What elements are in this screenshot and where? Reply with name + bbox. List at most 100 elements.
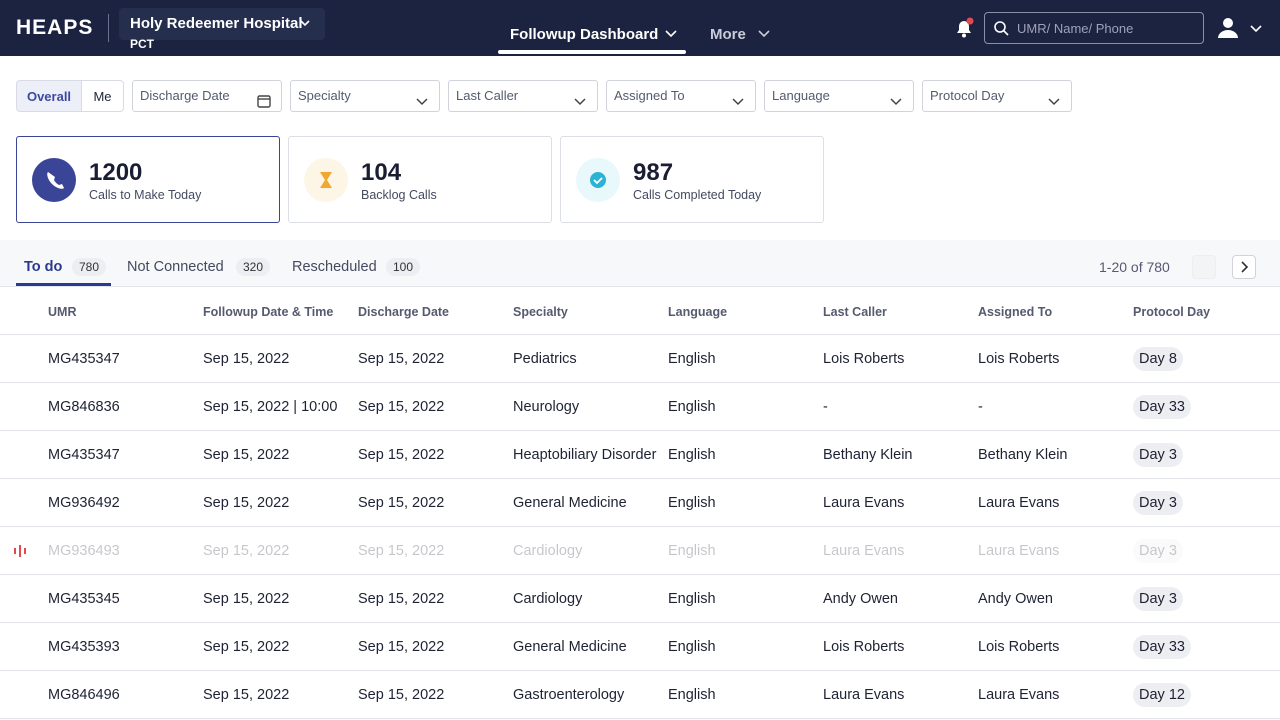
hourglass-icon <box>304 158 348 202</box>
table-cell: Gastroenterology <box>513 687 625 703</box>
next-page[interactable] <box>1232 255 1256 279</box>
prev-page[interactable] <box>1192 255 1216 279</box>
table-cell: Laura Evans <box>978 687 1060 703</box>
nav-underline <box>498 50 686 54</box>
table-cell: MG936492 <box>48 495 120 511</box>
table-row[interactable]: MG846496 Sep 15, 2022 Sep 15, 2022 Gastroen… <box>0 671 1280 719</box>
filter-dropdown[interactable]: Discharge Date <box>132 80 282 112</box>
bell-icon[interactable] <box>952 16 976 40</box>
table-cell: MG435347 <box>48 447 120 463</box>
filter-label: Last Caller <box>456 88 519 103</box>
filter-dropdown[interactable]: Assigned To <box>606 80 756 112</box>
table-cell: English <box>668 591 716 607</box>
toggle-overall[interactable]: Overall <box>16 80 82 112</box>
stat-value: 1200 <box>89 159 143 186</box>
tab[interactable]: To do <box>24 259 63 275</box>
stat-label: Calls to Make Today <box>89 188 202 202</box>
header-divider <box>0 334 1280 335</box>
table-cell: MG435345 <box>48 591 120 607</box>
table-cell: Lois Roberts <box>978 351 1060 367</box>
hospital-selector[interactable] <box>119 8 325 40</box>
table-cell: Sep 15, 2022 <box>358 351 445 367</box>
table-cell: English <box>668 447 716 463</box>
stat-card[interactable]: 987 Calls Completed Today <box>560 136 824 223</box>
search-icon <box>994 21 1009 36</box>
table-row[interactable]: MG435393 Sep 15, 2022 Sep 15, 2022 General … <box>0 623 1280 671</box>
protocol-day: Day 33 <box>1133 395 1191 419</box>
column-header: Discharge Date <box>358 305 450 319</box>
tab-underline <box>16 283 111 286</box>
table-cell: English <box>668 687 716 703</box>
table-row[interactable]: MG435347 Sep 15, 2022 Sep 15, 2022 Heaptobi… <box>0 431 1280 479</box>
nav-item[interactable]: Followup Dashboard <box>510 26 659 43</box>
table-cell: Andy Owen <box>978 591 1053 607</box>
table-row[interactable]: MG435347 Sep 15, 2022 Sep 15, 2022 Pediatri… <box>0 335 1280 383</box>
table-row[interactable]: MG936492 Sep 15, 2022 Sep 15, 2022 General … <box>0 479 1280 527</box>
filter-dropdown[interactable]: Specialty <box>290 80 440 112</box>
filter-dropdown[interactable]: Protocol Day <box>922 80 1072 112</box>
toggle-me[interactable]: Me <box>82 80 124 112</box>
nav-item[interactable]: More <box>710 26 746 43</box>
table-cell: MG435393 <box>48 639 120 655</box>
table-cell: English <box>668 495 716 511</box>
table-cell: Laura Evans <box>823 687 905 703</box>
user-icon[interactable] <box>1216 16 1240 40</box>
table-cell: Sep 15, 2022 <box>358 639 445 655</box>
check-icon <box>576 158 620 202</box>
table-cell: Pediatrics <box>513 351 577 367</box>
table-cell: Bethany Klein <box>978 447 1068 463</box>
protocol-day: Day 3 <box>1133 587 1183 611</box>
table-cell: - <box>823 399 828 415</box>
table-cell: Sep 15, 2022 <box>358 543 445 559</box>
column-header: Last Caller <box>823 305 887 319</box>
table-cell: General Medicine <box>513 495 627 511</box>
chevron <box>665 30 677 38</box>
chevron <box>300 20 310 27</box>
table-cell: English <box>668 543 716 559</box>
column-header: Followup Date & Time <box>203 305 334 319</box>
chevron <box>889 89 903 106</box>
table-cell: Sep 15, 2022 <box>203 447 290 463</box>
filter-label: Discharge Date <box>140 88 230 103</box>
tab[interactable]: Rescheduled <box>292 259 377 275</box>
table-cell: Sep 15, 2022 <box>203 639 290 655</box>
table-cell: Sep 15, 2022 <box>358 687 445 703</box>
table-cell: Andy Owen <box>823 591 898 607</box>
table-cell: Neurology <box>513 399 580 415</box>
chevron <box>731 89 745 106</box>
search-placeholder: UMR/ Name/ Phone <box>1017 21 1134 36</box>
filter-label: Assigned To <box>614 88 685 103</box>
table-cell: Cardiology <box>513 591 583 607</box>
protocol-day: Day 3 <box>1133 491 1183 515</box>
table-cell: Lois Roberts <box>978 639 1060 655</box>
table-cell: MG846496 <box>48 687 120 703</box>
stat-card[interactable]: 1200 Calls to Make Today <box>16 136 280 223</box>
table-row[interactable]: MG435345 Sep 15, 2022 Sep 15, 2022 Cardiolo… <box>0 575 1280 623</box>
column-header: Assigned To <box>978 305 1053 319</box>
tab-count: 320 <box>236 258 271 276</box>
tab-count: 100 <box>386 258 421 276</box>
protocol-day: Day 3 <box>1133 539 1183 563</box>
table-cell: Cardiology <box>513 543 583 559</box>
table-row[interactable]: MG936493 Sep 15, 2022 Sep 15, 2022 Cardiolo… <box>0 527 1280 575</box>
table-cell: Sep 15, 2022 <box>203 351 290 367</box>
table-cell: English <box>668 351 716 367</box>
table-cell: Laura Evans <box>823 543 905 559</box>
table-cell: Sep 15, 2022 <box>203 591 290 607</box>
table-cell: Sep 15, 2022 <box>203 495 290 511</box>
filter-dropdown[interactable]: Language <box>764 80 914 112</box>
tab-count: 780 <box>72 258 107 276</box>
search-box[interactable] <box>984 12 1204 44</box>
stat-card[interactable]: 104 Backlog Calls <box>288 136 552 223</box>
filter-dropdown[interactable]: Last Caller <box>448 80 598 112</box>
table-cell: General Medicine <box>513 639 627 655</box>
table-cell: Sep 15, 2022 <box>358 591 445 607</box>
stat-label: Calls Completed Today <box>633 188 762 202</box>
chevron <box>415 89 429 106</box>
table-cell: Laura Evans <box>978 495 1060 511</box>
table-cell: Heaptobiliary Disorder <box>513 447 657 463</box>
hospital-name[interactable]: Holy Redeemer Hospital <box>130 15 303 32</box>
table-row[interactable]: MG846836 Sep 15, 2022 | 10:00 Sep 15, 2022… <box>0 383 1280 431</box>
logo[interactable]: HEAPS <box>16 16 94 39</box>
tab[interactable]: Not Connected <box>127 259 224 275</box>
